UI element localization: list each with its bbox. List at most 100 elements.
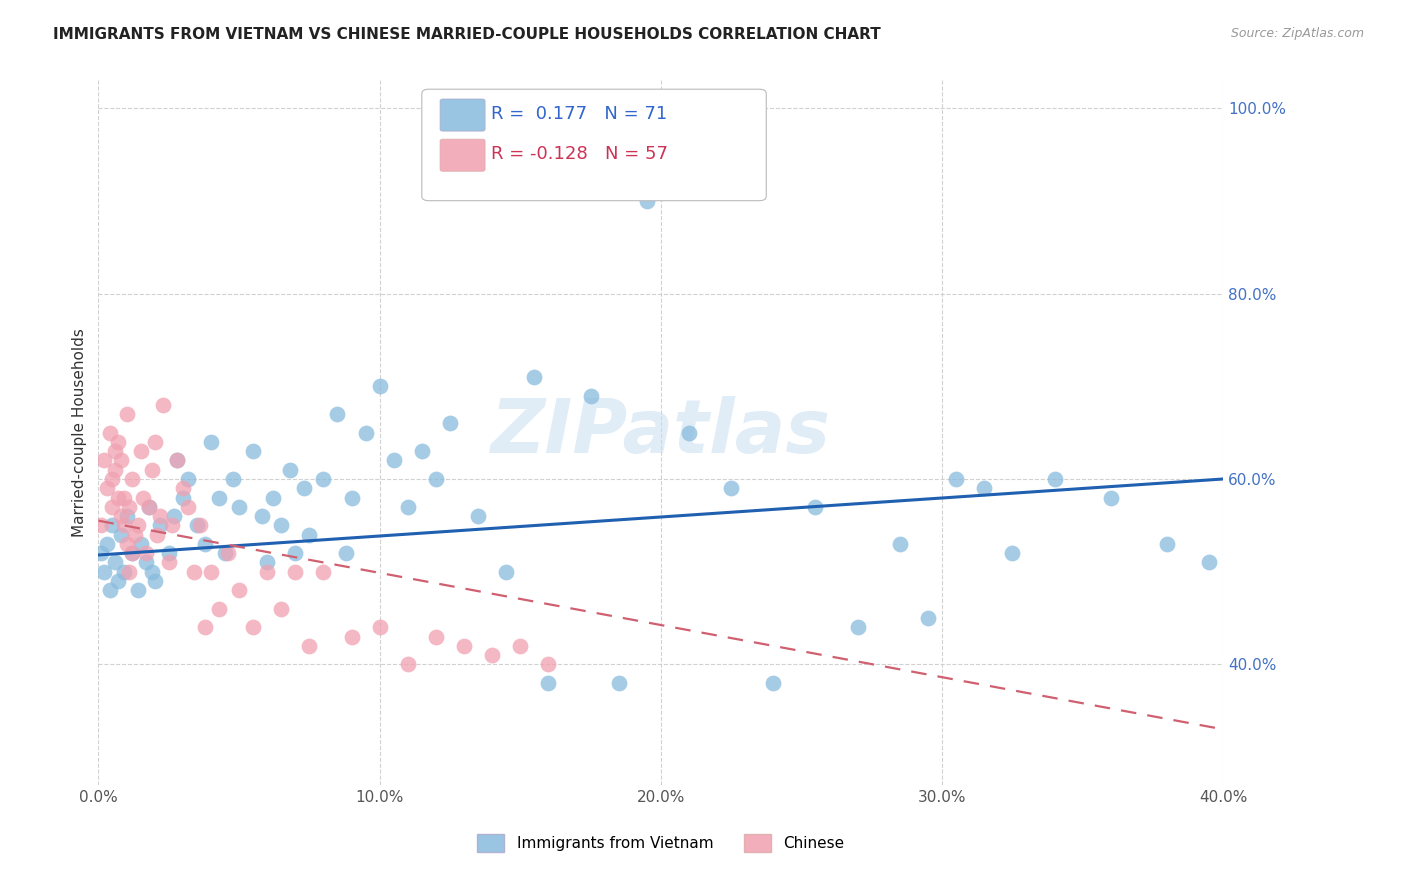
Point [340,491,363,505]
Point [110,509,132,524]
Point [112,491,135,505]
Point [917,611,939,625]
Point [228,583,250,598]
Point [112,565,135,579]
Point [141,463,163,477]
Point [121,546,143,560]
Point [495,565,517,579]
Point [579,388,602,402]
Point [425,472,447,486]
Point [270,602,292,616]
Point [200,434,222,449]
Point [217,546,239,560]
Point [453,639,475,653]
Point [160,518,183,533]
Point [250,509,273,524]
Point [166,453,188,467]
Point [194,537,217,551]
Point [284,565,307,579]
Point [138,500,160,514]
Point [132,491,155,505]
Point [278,463,301,477]
Point [354,425,377,440]
Point [720,481,742,495]
Point [98,425,121,440]
Point [467,509,489,524]
Point [124,527,146,541]
Point [1001,546,1024,560]
Point [157,556,180,570]
Point [973,481,995,495]
Point [107,434,129,449]
Point [149,509,172,524]
Point [90,518,112,533]
Point [107,491,129,505]
Point [135,556,157,570]
Point [110,527,132,541]
Point [208,491,231,505]
Point [194,620,217,634]
Point [149,518,172,533]
Point [127,518,149,533]
Point [312,472,335,486]
Point [326,407,349,421]
Point [607,676,630,690]
Point [186,518,208,533]
Point [889,537,911,551]
Point [256,565,278,579]
Point [214,546,236,560]
Point [121,546,143,560]
Point [335,546,357,560]
Point [270,518,292,533]
Point [228,500,250,514]
Text: R =  0.177   N = 71: R = 0.177 N = 71 [491,105,666,123]
Point [481,648,503,662]
Point [101,500,124,514]
Point [135,546,157,560]
Point [146,527,169,541]
Point [368,620,391,634]
Point [509,639,531,653]
Point [112,518,135,533]
Point [157,546,180,560]
Point [141,565,163,579]
Text: R = -0.128   N = 57: R = -0.128 N = 57 [491,145,668,163]
Text: Source: ZipAtlas.com: Source: ZipAtlas.com [1230,27,1364,40]
Point [101,518,124,533]
Point [396,500,419,514]
Point [129,444,152,458]
Point [138,500,160,514]
Point [90,546,112,560]
Point [298,639,321,653]
Point [537,657,560,672]
Point [118,500,141,514]
Point [340,630,363,644]
Y-axis label: Married-couple Households: Married-couple Households [72,328,87,537]
Point [110,453,132,467]
Point [152,398,174,412]
Point [104,556,127,570]
Point [242,620,264,634]
Point [96,481,118,495]
Point [177,500,200,514]
Point [115,537,138,551]
Text: IMMIGRANTS FROM VIETNAM VS CHINESE MARRIED-COUPLE HOUSEHOLDS CORRELATION CHART: IMMIGRANTS FROM VIETNAM VS CHINESE MARRI… [53,27,882,42]
Point [523,370,546,384]
Point [172,491,194,505]
Point [183,565,205,579]
Point [425,630,447,644]
Point [804,500,827,514]
Point [537,676,560,690]
Point [284,546,307,560]
Point [166,453,188,467]
Point [368,379,391,393]
Point [242,444,264,458]
Point [1198,556,1220,570]
Point [1156,537,1178,551]
Point [396,657,419,672]
Point [1099,491,1122,505]
Point [762,676,785,690]
Point [104,463,127,477]
Point [636,194,658,208]
Point [411,444,433,458]
